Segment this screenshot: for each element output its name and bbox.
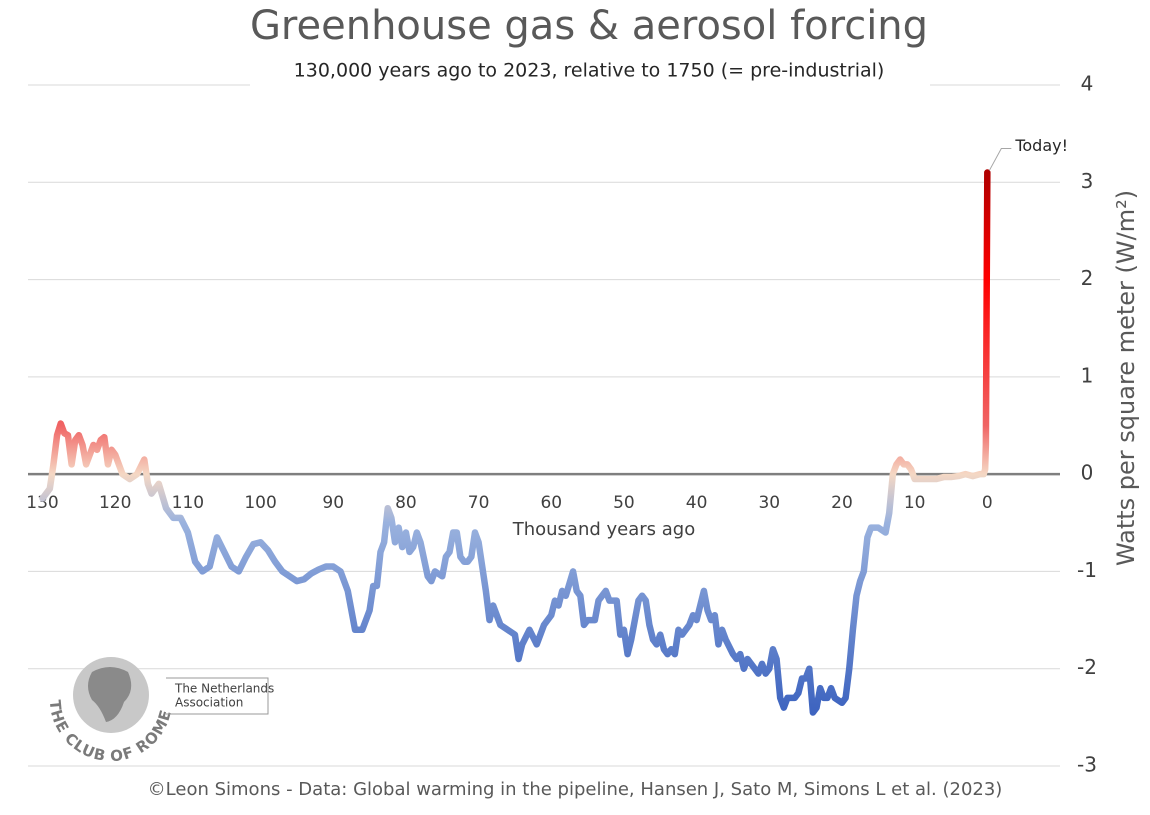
chart-subtitle: 130,000 years ago to 2023, relative to 1… [294, 60, 885, 82]
y-tick-label: 1 [1081, 363, 1094, 387]
y-tick-label: -1 [1077, 558, 1097, 582]
source-note: ©Leon Simons - Data: Global warming in t… [148, 779, 1003, 800]
x-tick-label: 50 [613, 493, 635, 513]
x-tick-label: 0 [982, 493, 993, 513]
y-tick-label: 2 [1081, 266, 1094, 290]
y-tick-label: 3 [1081, 169, 1094, 193]
logo-subtext: The Netherlands [174, 682, 274, 696]
y-tick-label: -3 [1077, 753, 1097, 777]
x-tick-label: 20 [831, 493, 853, 513]
chart-title: Greenhouse gas & aerosol forcing [250, 3, 928, 49]
x-tick-label: 40 [686, 493, 708, 513]
x-tick-label: 110 [172, 493, 204, 513]
annotation-leader [988, 148, 1012, 171]
logo: THE CLUB OF ROME The Netherlands Associa… [46, 657, 274, 765]
x-tick-label: 90 [322, 493, 344, 513]
y-tick-label: 4 [1081, 72, 1094, 96]
x-tick-label: 100 [244, 493, 276, 513]
x-tick-label: 30 [758, 493, 780, 513]
logo-continent [88, 667, 132, 722]
y-tick-label: -2 [1077, 655, 1097, 679]
x-tick-label: 10 [904, 493, 926, 513]
x-tick-label: 120 [99, 493, 131, 513]
x-axis-label: Thousand years ago [512, 519, 696, 540]
y-tick-label: 0 [1081, 461, 1094, 485]
forcing-line [39, 169, 991, 716]
x-tick-label: 60 [540, 493, 562, 513]
x-tick-label: 130 [26, 493, 58, 513]
logo-box [166, 677, 269, 715]
logo-subtext: Association [175, 696, 243, 710]
y-axis-label: Watts per square meter (W/m²) [1112, 190, 1140, 566]
annotation-text: Today! [1014, 136, 1068, 155]
x-tick-label: 80 [395, 493, 417, 513]
title-backdrop [250, 70, 930, 100]
x-tick-label: 70 [468, 493, 490, 513]
